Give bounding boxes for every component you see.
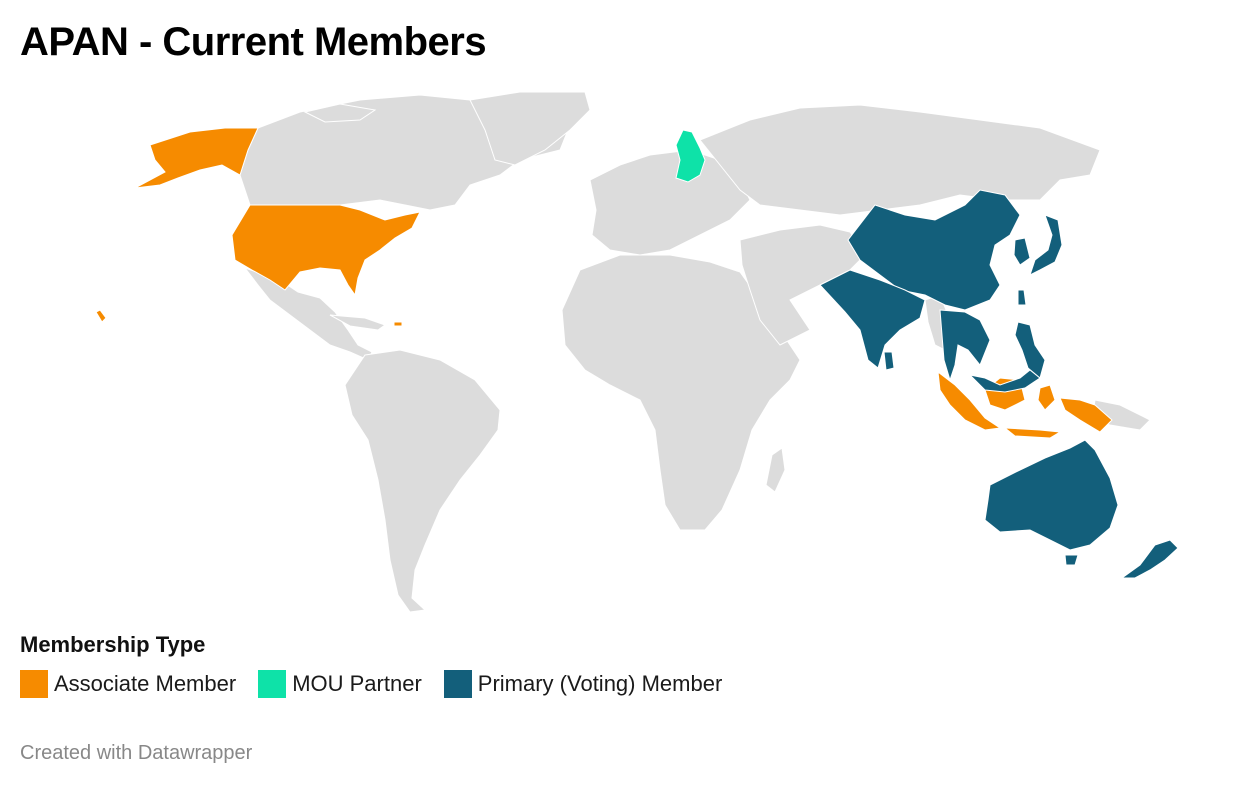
- region-caribbean: [329, 314, 387, 331]
- country-taiwan: [1017, 289, 1027, 306]
- legend-item-associate: Associate Member: [20, 670, 236, 698]
- region-greenland: [469, 91, 591, 166]
- region-middle-east: [739, 224, 866, 346]
- legend-item-mou: MOU Partner: [258, 670, 422, 698]
- country-tasmania: [1064, 554, 1079, 566]
- region-russia: [699, 104, 1101, 216]
- country-new-zealand: [1120, 539, 1179, 579]
- country-hawaii: [95, 309, 107, 323]
- legend-swatch-primary: [443, 670, 472, 698]
- primary-layer: [819, 189, 1179, 579]
- legend-label-mou: MOU Partner: [292, 671, 422, 696]
- legend: Associate Member MOU Partner Primary (Vo…: [20, 670, 744, 698]
- country-philippines: [1014, 321, 1046, 379]
- country-sri-lanka: [883, 351, 895, 371]
- region-africa: [561, 254, 801, 531]
- world-map: [95, 91, 1179, 613]
- region-arctic-islands: [303, 103, 377, 123]
- country-alaska: [134, 127, 259, 189]
- region-madagascar: [765, 447, 786, 493]
- associate-layer: [95, 127, 1113, 439]
- mou-layer: [675, 129, 706, 183]
- legend-swatch-mou: [258, 670, 287, 698]
- country-indonesia: [937, 370, 1113, 439]
- country-usa: [231, 204, 421, 297]
- country-finland: [675, 129, 706, 183]
- country-australia: [984, 439, 1119, 551]
- country-japan: [1029, 214, 1063, 276]
- legend-label-primary: Primary (Voting) Member: [477, 671, 723, 696]
- country-puerto-rico: [393, 321, 403, 327]
- credit-link[interactable]: Created with Datawrapper: [20, 742, 253, 764]
- map-title: APAN - Current Members: [20, 20, 487, 64]
- legend-swatch-associate: [20, 670, 48, 698]
- country-korea: [1013, 237, 1031, 266]
- country-southeast-asia: [939, 309, 991, 382]
- land-layer: [239, 91, 1151, 613]
- region-south-america: [344, 349, 501, 613]
- legend-title: Membership Type: [20, 632, 206, 657]
- legend-label-associate: Associate Member: [54, 671, 237, 696]
- region-europe: [589, 149, 751, 256]
- legend-item-primary: Primary (Voting) Member: [443, 670, 723, 698]
- country-india: [819, 269, 926, 369]
